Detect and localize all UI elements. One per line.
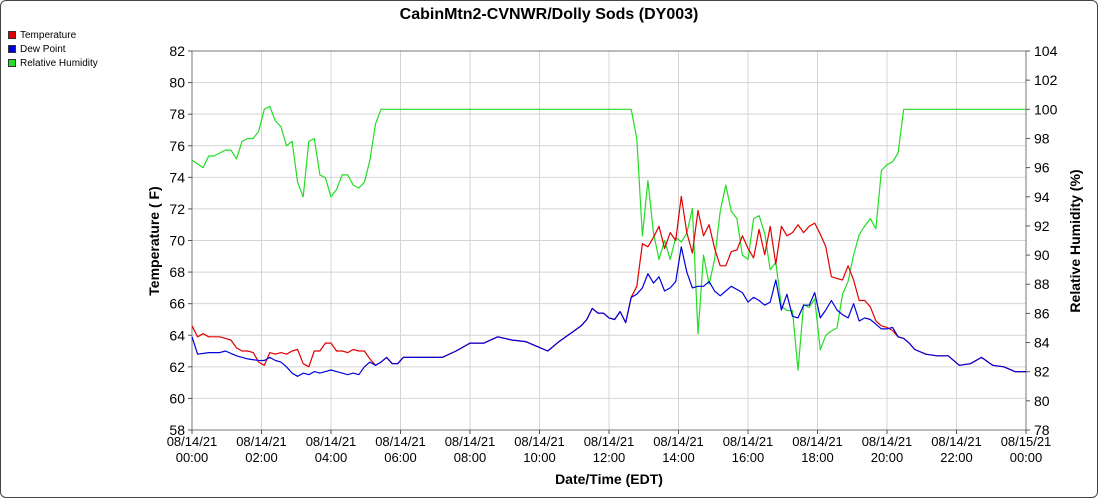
- y-tick-label-left: 60: [169, 390, 185, 406]
- y-tick-label-left: 64: [169, 327, 185, 343]
- y-tick-label-right: 94: [1034, 189, 1050, 205]
- x-tick-label: 08/14/21: [167, 434, 218, 449]
- x-axis-label: Date/Time (EDT): [555, 471, 663, 487]
- x-axis: 08/14/2100:0008/14/2102:0008/14/2104:000…: [167, 430, 1052, 465]
- legend-label: Relative Humidity: [20, 57, 98, 69]
- legend-item-temperature: Temperature: [8, 28, 98, 42]
- relative-humidity-swatch: [8, 59, 16, 67]
- y-axis-label-right: Relative Humidity (%): [1067, 169, 1083, 312]
- x-tick-label: 04:00: [315, 450, 348, 465]
- y-tick-label-right: 90: [1034, 247, 1050, 263]
- y-tick-label-left: 68: [169, 264, 185, 280]
- x-tick-label: 08/14/21: [514, 434, 565, 449]
- x-tick-label: 06:00: [384, 450, 417, 465]
- x-tick-label: 00:00: [1010, 450, 1043, 465]
- y-tick-label-right: 78: [1034, 422, 1050, 438]
- y-tick-label-left: 70: [169, 233, 185, 249]
- series-lines: [191, 105, 1026, 377]
- y-tick-label-left: 74: [169, 169, 185, 185]
- grid: [191, 50, 1027, 431]
- y-tick-label-right: 84: [1034, 335, 1050, 351]
- y-tick-label-right: 82: [1034, 364, 1050, 380]
- y-axis-label-left: Temperature ( F): [146, 186, 162, 295]
- y-tick-label-right: 100: [1034, 101, 1058, 117]
- x-tick-label: 08/14/21: [653, 434, 704, 449]
- x-tick-label: 00:00: [176, 450, 209, 465]
- y-tick-label-left: 62: [169, 359, 185, 375]
- y-tick-label-left: 72: [169, 201, 185, 217]
- x-tick-label: 08/14/21: [584, 434, 635, 449]
- y-tick-label-left: 58: [169, 422, 185, 438]
- x-tick-label: 08/14/21: [375, 434, 426, 449]
- y-tick-label-left: 76: [169, 138, 185, 154]
- y-tick-label-right: 88: [1034, 276, 1050, 292]
- legend: Temperature Dew Point Relative Humidity: [8, 28, 98, 70]
- y-tick-label-right: 104: [1034, 43, 1058, 59]
- x-tick-label: 18:00: [801, 450, 834, 465]
- y-tick-label-right: 98: [1034, 130, 1050, 146]
- x-tick-label: 08/14/21: [792, 434, 843, 449]
- chart-title: CabinMtn2-CVNWR/Dolly Sods (DY003): [400, 6, 699, 23]
- x-tick-label: 08/14/21: [236, 434, 287, 449]
- x-tick-label: 12:00: [593, 450, 626, 465]
- y-tick-label-left: 66: [169, 296, 185, 312]
- x-tick-label: 22:00: [940, 450, 973, 465]
- y-tick-label-left: 78: [169, 106, 185, 122]
- legend-label: Dew Point: [20, 43, 66, 55]
- x-tick-label: 08/14/21: [862, 434, 913, 449]
- relative-humidity-line: [191, 105, 1026, 371]
- left-axis: 58 60 62 64 66 68 70 72 74 76 78 80 82: [169, 43, 192, 438]
- x-tick-label: 08/14/21: [723, 434, 774, 449]
- legend-item-relative-humidity: Relative Humidity: [8, 56, 98, 70]
- x-tick-label: 08/14/21: [931, 434, 982, 449]
- y-tick-label-left: 82: [169, 43, 185, 59]
- legend-item-dew-point: Dew Point: [8, 42, 98, 56]
- x-tick-label: 20:00: [871, 450, 904, 465]
- legend-label: Temperature: [20, 29, 77, 41]
- x-tick-label: 08/14/21: [445, 434, 496, 449]
- x-tick-label: 02:00: [245, 450, 278, 465]
- y-tick-label-right: 80: [1034, 393, 1050, 409]
- y-tick-label-right: 86: [1034, 305, 1050, 321]
- right-axis: 78 80 82 84 86 88 90 92 94 96 98 100 102 104: [1026, 43, 1058, 438]
- temperature-line: [191, 195, 1026, 373]
- y-tick-label-right: 96: [1034, 160, 1050, 176]
- x-tick-label: 16:00: [732, 450, 765, 465]
- dew-point-line: [191, 246, 1026, 377]
- y-tick-label-right: 102: [1034, 72, 1058, 88]
- x-tick-label: 08/15/21: [1001, 434, 1052, 449]
- temperature-swatch: [8, 31, 16, 39]
- dew-point-swatch: [8, 45, 16, 53]
- y-tick-label-left: 80: [169, 75, 185, 91]
- x-tick-label: 14:00: [662, 450, 695, 465]
- y-tick-label-right: 92: [1034, 218, 1050, 234]
- x-tick-label: 08/14/21: [306, 434, 357, 449]
- x-tick-label: 08:00: [454, 450, 487, 465]
- x-tick-label: 10:00: [523, 450, 556, 465]
